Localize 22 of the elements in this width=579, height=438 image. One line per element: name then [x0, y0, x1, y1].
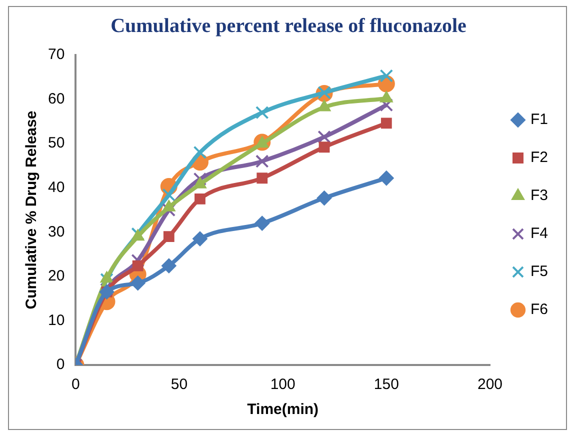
x-tick-label: 150 — [374, 376, 399, 394]
y-tick-label: 50 — [48, 134, 65, 152]
y-tick-label: 30 — [48, 223, 65, 240]
legend-label: F5 — [530, 263, 548, 280]
y-tick-label: 40 — [48, 179, 65, 196]
legend-label: F1 — [530, 111, 548, 128]
legend-label: F4 — [530, 225, 548, 242]
y-tick-label: 20 — [48, 268, 65, 285]
x-tick-label: 50 — [170, 376, 188, 394]
legend-label: F3 — [530, 187, 548, 204]
y-axis-title: Cumulative % Drug Release — [23, 110, 40, 310]
y-tick-label: 60 — [48, 90, 65, 108]
x-tick-label: 0 — [72, 376, 80, 394]
y-tick-label: 10 — [48, 312, 65, 329]
y-tick-label: 0 — [56, 356, 65, 374]
legend-label: F6 — [530, 301, 548, 318]
y-tick-label: 70 — [48, 46, 65, 64]
chart-title: Cumulative percent release of fluconazole — [110, 15, 467, 38]
x-tick-label: 100 — [270, 376, 296, 394]
x-axis-title: Time(min) — [247, 401, 319, 418]
legend-label: F2 — [530, 149, 548, 166]
x-tick-label: 200 — [477, 376, 503, 394]
